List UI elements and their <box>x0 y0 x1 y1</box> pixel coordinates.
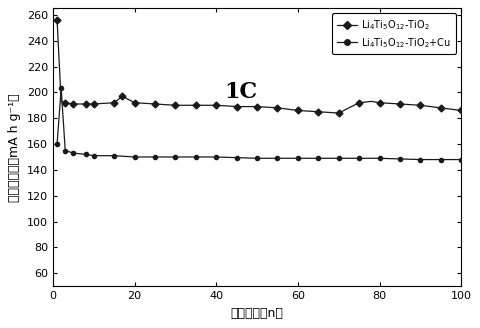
Y-axis label: 放电比容量（mA h g⁻¹）: 放电比容量（mA h g⁻¹） <box>8 93 21 202</box>
Legend: Li$_4$Ti$_5$O$_{12}$-TiO$_2$, Li$_4$Ti$_5$O$_{12}$-TiO$_2$+Cu: Li$_4$Ti$_5$O$_{12}$-TiO$_2$, Li$_4$Ti$_… <box>332 13 456 54</box>
X-axis label: 循璯周数（n）: 循璯周数（n） <box>231 307 284 320</box>
Text: 1C: 1C <box>224 81 257 103</box>
